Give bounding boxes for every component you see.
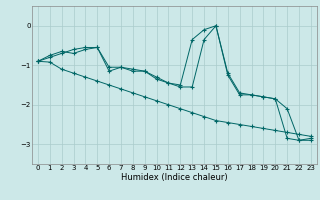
- X-axis label: Humidex (Indice chaleur): Humidex (Indice chaleur): [121, 173, 228, 182]
